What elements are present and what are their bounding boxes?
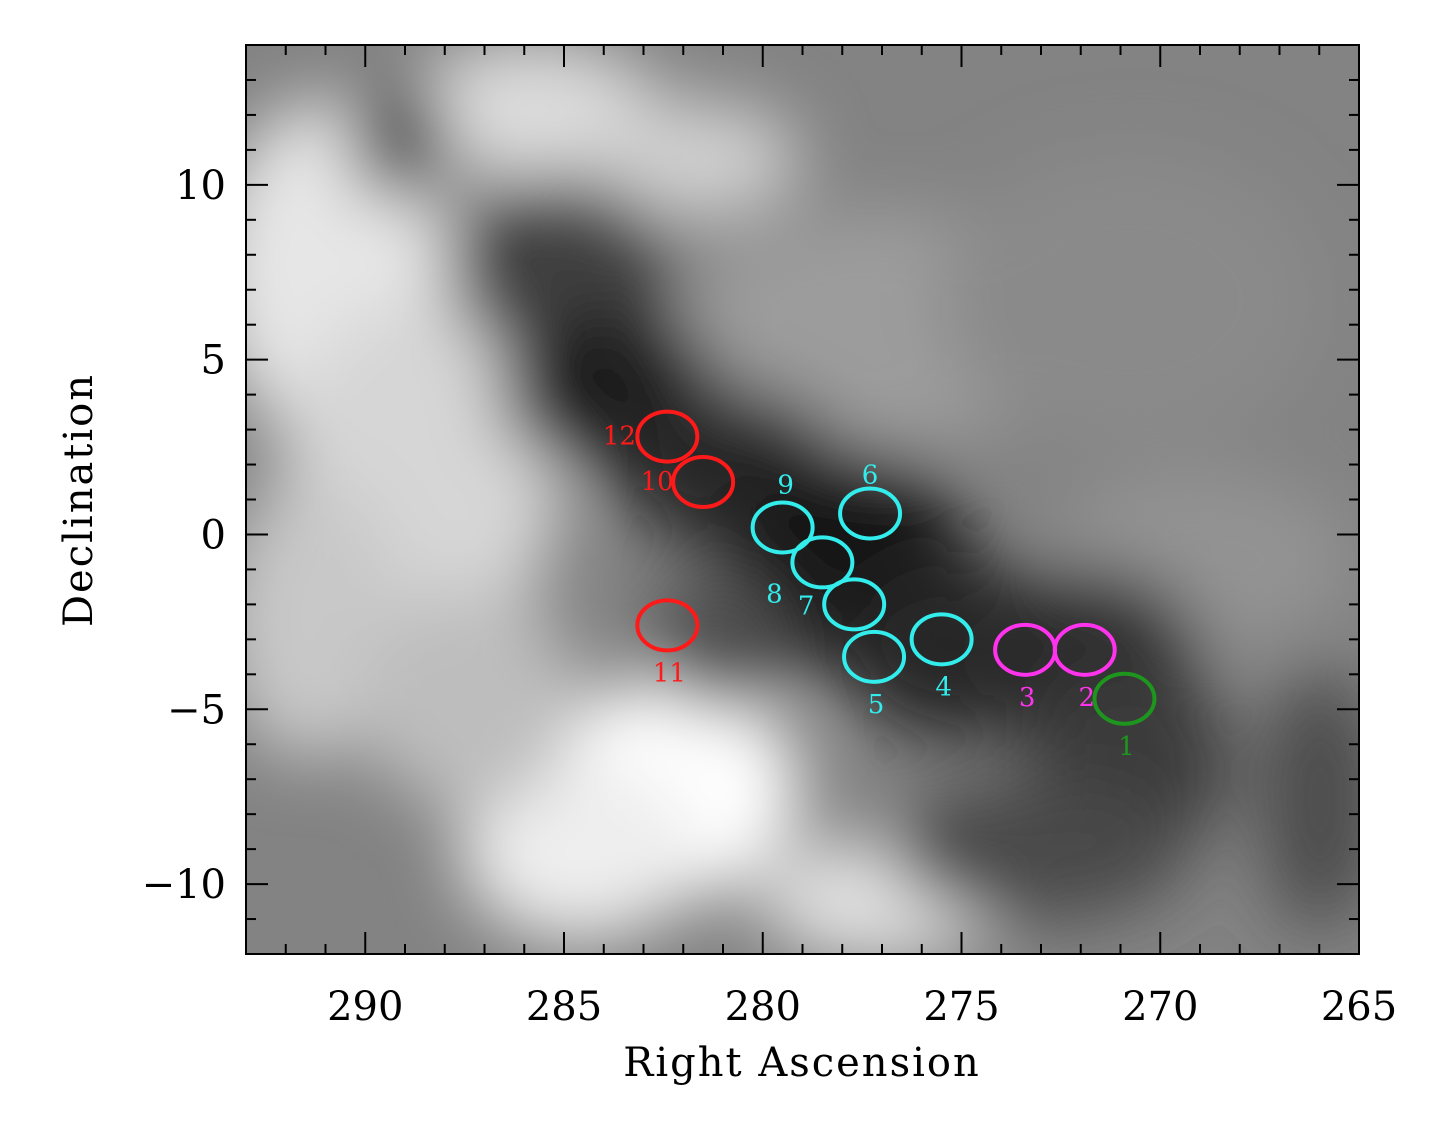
y-axis-title: Declination <box>56 373 102 627</box>
region-ellipse-12 <box>635 409 700 464</box>
region-ellipse-2 <box>1052 622 1117 677</box>
region-label-6: 6 <box>862 460 879 490</box>
region-label-1: 1 <box>1118 732 1135 762</box>
region-label-7: 7 <box>798 591 815 621</box>
region-ellipse-4 <box>909 612 974 667</box>
region-label-9: 9 <box>777 470 794 500</box>
density-map <box>246 45 1359 954</box>
region-ellipse-10 <box>671 455 736 510</box>
region-ellipse-9 <box>750 500 815 555</box>
region-label-4: 4 <box>935 672 952 702</box>
region-label-2: 2 <box>1078 683 1095 713</box>
region-ellipse-5 <box>842 629 907 684</box>
x-tick-label: 285 <box>526 984 602 1030</box>
region-label-12: 12 <box>603 422 636 452</box>
x-tick-label: 275 <box>923 984 999 1030</box>
y-tick-label: −5 <box>167 687 226 733</box>
x-tick-label: 290 <box>327 984 403 1030</box>
region-label-10: 10 <box>641 467 674 497</box>
region-ellipse-8 <box>790 535 855 590</box>
y-tick-label: 10 <box>175 163 226 209</box>
y-tick-label: −10 <box>142 862 226 908</box>
y-tick-label: 0 <box>201 512 226 558</box>
region-label-11: 11 <box>653 658 686 688</box>
x-tick-label: 270 <box>1122 984 1198 1030</box>
region-ellipse-7 <box>822 577 887 632</box>
region-ellipse-6 <box>838 486 903 541</box>
x-tick-label: 265 <box>1321 984 1397 1030</box>
region-ellipse-11 <box>635 598 700 653</box>
x-axis-title: Right Ascension <box>623 1040 980 1086</box>
region-label-8: 8 <box>766 579 783 609</box>
region-label-5: 5 <box>868 690 885 720</box>
region-ellipse-1 <box>1092 671 1157 726</box>
y-tick-label: 5 <box>201 338 226 384</box>
region-label-3: 3 <box>1019 683 1036 713</box>
x-tick-label: 280 <box>725 984 801 1030</box>
